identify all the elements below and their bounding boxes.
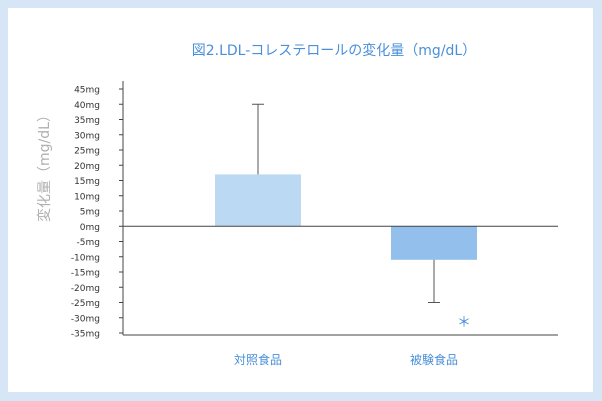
category-label-2: 被験食品	[410, 352, 458, 367]
y-tick-label: 15mg	[74, 177, 100, 187]
y-tick-label: 5mg	[80, 208, 100, 218]
y-tick-label: -25mg	[71, 299, 100, 309]
y-tick-label: 40mg	[74, 101, 100, 111]
chart-title: 図2.LDL-コレステロールの変化量（mg/dL）	[192, 42, 476, 59]
y-tick-label: -20mg	[71, 284, 100, 294]
bar-1	[215, 174, 301, 227]
significance-marker: ＊	[457, 315, 471, 331]
y-axis-label: 変化量（mg/dL）	[36, 108, 53, 222]
y-tick-label: -35mg	[71, 330, 100, 340]
y-tick-label: 30mg	[74, 131, 100, 141]
y-tick-label: 25mg	[74, 147, 100, 157]
y-tick-label: 0mg	[80, 223, 100, 233]
y-tick-label: 10mg	[74, 192, 100, 202]
y-tick-label: 20mg	[74, 162, 100, 172]
y-tick-label: 35mg	[74, 116, 100, 126]
category-label-1: 対照食品	[234, 352, 282, 367]
y-tick-label: -10mg	[71, 253, 100, 263]
bar-2	[391, 226, 477, 260]
y-tick-label: -5mg	[77, 238, 100, 248]
y-tick-label: 45mg	[74, 86, 100, 96]
y-tick-label: -30mg	[71, 314, 100, 324]
y-tick-label: -15mg	[71, 269, 100, 279]
